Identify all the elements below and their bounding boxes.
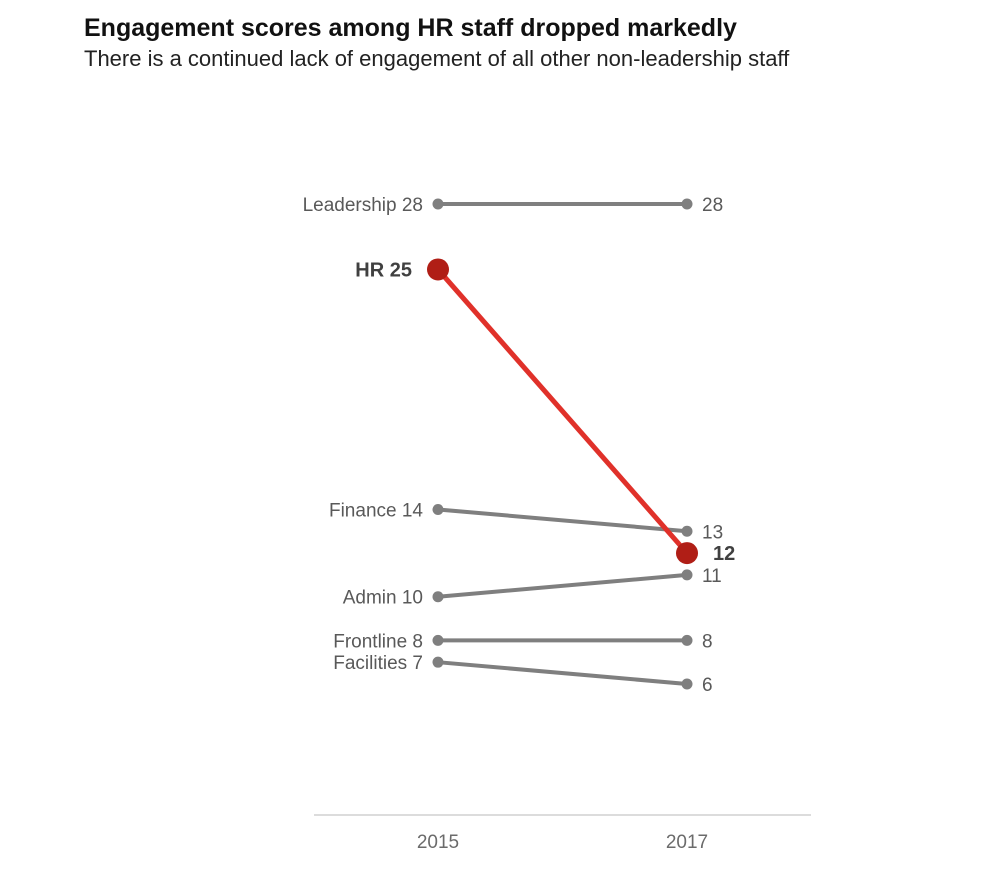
point-leadership-2015 [432, 198, 444, 210]
label-hr-start: HR 25 [355, 259, 412, 281]
point-finance-2015 [432, 503, 444, 515]
point-frontline-2017 [681, 634, 693, 646]
point-facilities-2015 [432, 656, 444, 668]
point-hr-2017 [676, 542, 698, 565]
x-tick-labels: 2015 2017 [417, 832, 708, 853]
point-frontline-2015 [432, 634, 444, 646]
x-tick-2017: 2017 [666, 832, 708, 853]
series-finance: Finance 14 13 [329, 500, 723, 543]
point-facilities-2017 [681, 678, 693, 690]
label-facilities-start: Facilities 7 [333, 653, 423, 674]
label-admin-start: Admin 10 [343, 588, 423, 609]
point-admin-2015 [432, 591, 444, 603]
series-line-finance [436, 507, 689, 534]
label-frontline-start: Frontline 8 [333, 631, 423, 652]
label-admin-end: 11 [702, 566, 722, 587]
label-leadership-start: Leadership 28 [303, 195, 423, 216]
series-hr: HR 25 12 [355, 258, 735, 565]
label-facilities-end: 6 [702, 675, 713, 696]
series-line-admin [436, 572, 689, 599]
chart-subtitle: There is a continued lack of engagement … [84, 46, 790, 71]
series-line-hr [435, 266, 690, 556]
series-leadership: Leadership 28 28 [303, 195, 724, 216]
label-finance-start: Finance 14 [329, 500, 423, 521]
point-hr-2015 [427, 258, 449, 281]
series-frontline: Frontline 8 8 [333, 631, 712, 652]
label-hr-end: 12 [713, 543, 735, 565]
label-leadership-end: 28 [702, 195, 723, 216]
point-finance-2017 [681, 525, 693, 537]
series-facilities: Facilities 7 6 [333, 653, 712, 696]
series-line-facilities [436, 660, 689, 686]
point-admin-2017 [681, 569, 693, 581]
series-admin: Admin 10 11 [343, 566, 722, 609]
label-frontline-end: 8 [702, 631, 713, 652]
x-tick-2015: 2015 [417, 832, 459, 853]
chart-title: Engagement scores among HR staff dropped… [84, 14, 737, 42]
point-leadership-2017 [681, 198, 693, 210]
label-finance-end: 13 [702, 522, 723, 543]
series-layer: Leadership 28 28 Finance 14 13 Admin 10 11 Fro… [303, 195, 736, 696]
